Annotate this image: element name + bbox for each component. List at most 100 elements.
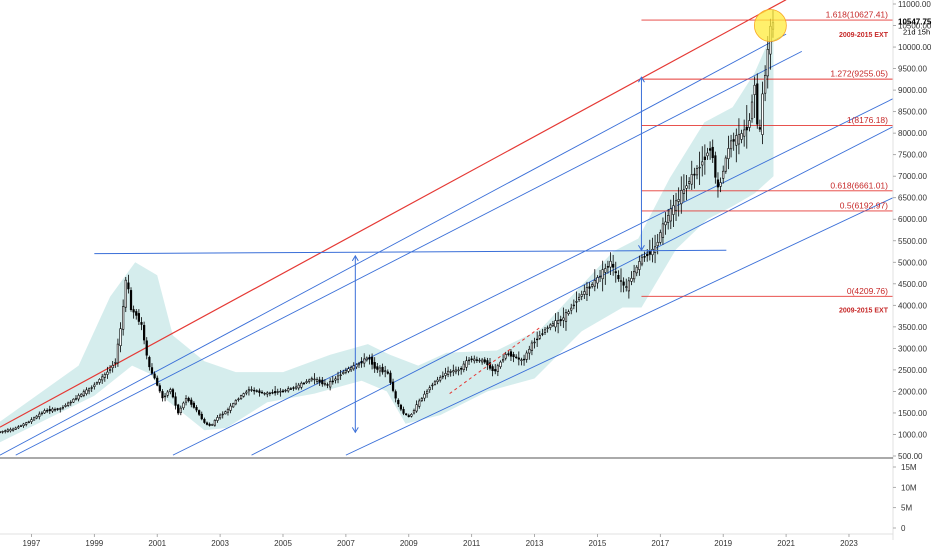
channel-line-6[interactable] bbox=[345, 197, 893, 456]
candle-body bbox=[205, 422, 209, 425]
candle-body bbox=[546, 327, 549, 329]
volume-tick-label: 5M bbox=[901, 504, 912, 513]
channel-line-4[interactable] bbox=[172, 98, 893, 456]
candle-body bbox=[682, 189, 686, 194]
candle-body bbox=[61, 407, 64, 409]
fib-extension-tag-2: 2009-2015 EXT bbox=[839, 307, 889, 314]
candle-body bbox=[617, 274, 620, 280]
candle-body bbox=[614, 271, 617, 274]
candle-body bbox=[67, 402, 70, 406]
candle-body bbox=[690, 174, 693, 185]
candle-body bbox=[32, 417, 36, 421]
candle-body bbox=[148, 357, 151, 368]
candle-body bbox=[119, 328, 122, 347]
candle-body bbox=[564, 312, 568, 322]
candle-body bbox=[433, 381, 437, 385]
candle-body bbox=[473, 358, 476, 362]
candle-body bbox=[200, 413, 203, 420]
candle-body bbox=[0, 431, 2, 433]
candle-body bbox=[87, 388, 91, 392]
channel-line-1[interactable] bbox=[0, 0, 787, 428]
candle-body bbox=[344, 370, 347, 373]
candle-body bbox=[714, 155, 717, 178]
candle-body bbox=[449, 371, 452, 373]
candle-body bbox=[601, 269, 604, 280]
candle-body bbox=[56, 408, 59, 410]
price-tick-label: 500.00 bbox=[898, 452, 923, 461]
candle-body bbox=[638, 261, 641, 270]
candle-body bbox=[557, 320, 560, 324]
horizontal-ray[interactable] bbox=[94, 249, 727, 255]
candle-body bbox=[562, 317, 565, 321]
candle-body bbox=[622, 281, 625, 286]
channel-line-5[interactable] bbox=[251, 126, 893, 456]
candle-body bbox=[412, 410, 416, 414]
candle-body bbox=[625, 286, 628, 288]
candle-body bbox=[389, 372, 392, 383]
candle-body bbox=[486, 360, 489, 366]
candle-body bbox=[397, 399, 400, 405]
price-tick-label: 5500.00 bbox=[898, 237, 927, 246]
candle-body bbox=[653, 246, 657, 253]
price-tick-label: 1000.00 bbox=[898, 430, 927, 439]
candle-body bbox=[606, 266, 610, 268]
candle-body bbox=[294, 386, 298, 389]
candle-body bbox=[604, 268, 607, 273]
candle-body bbox=[127, 282, 130, 290]
candle-body bbox=[501, 359, 505, 362]
candle-body bbox=[336, 375, 340, 380]
candle-body bbox=[46, 410, 49, 412]
fib-level-label-1.272: 1.272(9255.05) bbox=[830, 69, 888, 79]
candle-body bbox=[609, 260, 612, 268]
candle-body bbox=[596, 277, 599, 284]
candle-body bbox=[360, 361, 363, 364]
candle-body bbox=[446, 370, 450, 375]
candle-body bbox=[541, 333, 544, 335]
measure-arrow-head-bottom bbox=[351, 427, 359, 434]
price-tick-label: 8500.00 bbox=[898, 108, 927, 117]
candle-body bbox=[103, 374, 106, 378]
candle-body bbox=[753, 84, 756, 95]
candle-body bbox=[630, 277, 633, 282]
candle-body bbox=[384, 370, 387, 372]
candle-body bbox=[114, 362, 117, 364]
candle-body bbox=[174, 396, 177, 406]
candle-body bbox=[184, 398, 188, 403]
candle-body bbox=[669, 208, 672, 222]
candle-body bbox=[475, 359, 479, 361]
highlight-circle[interactable] bbox=[753, 9, 787, 42]
candle-body bbox=[321, 379, 324, 385]
candle-body bbox=[481, 359, 484, 363]
time-tick-label: 2007 bbox=[337, 539, 355, 548]
candle-body bbox=[43, 410, 46, 414]
candle-body bbox=[515, 356, 518, 359]
candle-body bbox=[761, 93, 764, 135]
candle-body bbox=[140, 322, 143, 325]
channel-line-2[interactable] bbox=[0, 33, 787, 456]
candle-body bbox=[229, 405, 232, 411]
candle-body bbox=[11, 428, 15, 431]
candle-body bbox=[470, 358, 473, 361]
measure-arrow-head-top bbox=[638, 76, 645, 83]
candle-body bbox=[1, 431, 4, 433]
candle-body bbox=[528, 348, 531, 354]
candle-body bbox=[619, 280, 623, 282]
candle-body bbox=[213, 420, 216, 426]
channel-line-3[interactable] bbox=[15, 50, 803, 456]
candle-body bbox=[263, 392, 266, 395]
candle-body bbox=[536, 338, 539, 341]
dashed-trend-line[interactable] bbox=[449, 326, 542, 394]
candle-body bbox=[667, 215, 670, 223]
candle-body bbox=[334, 378, 337, 381]
candle-body bbox=[507, 353, 510, 355]
candle-body bbox=[402, 409, 405, 414]
candle-body bbox=[494, 369, 497, 372]
drawings[interactable] bbox=[94, 9, 787, 434]
candle-body bbox=[554, 320, 557, 328]
candle-body bbox=[211, 424, 214, 426]
price-tick-label: 2000.00 bbox=[898, 387, 927, 396]
channel-lines[interactable] bbox=[0, 0, 893, 456]
candle-body bbox=[17, 426, 20, 429]
